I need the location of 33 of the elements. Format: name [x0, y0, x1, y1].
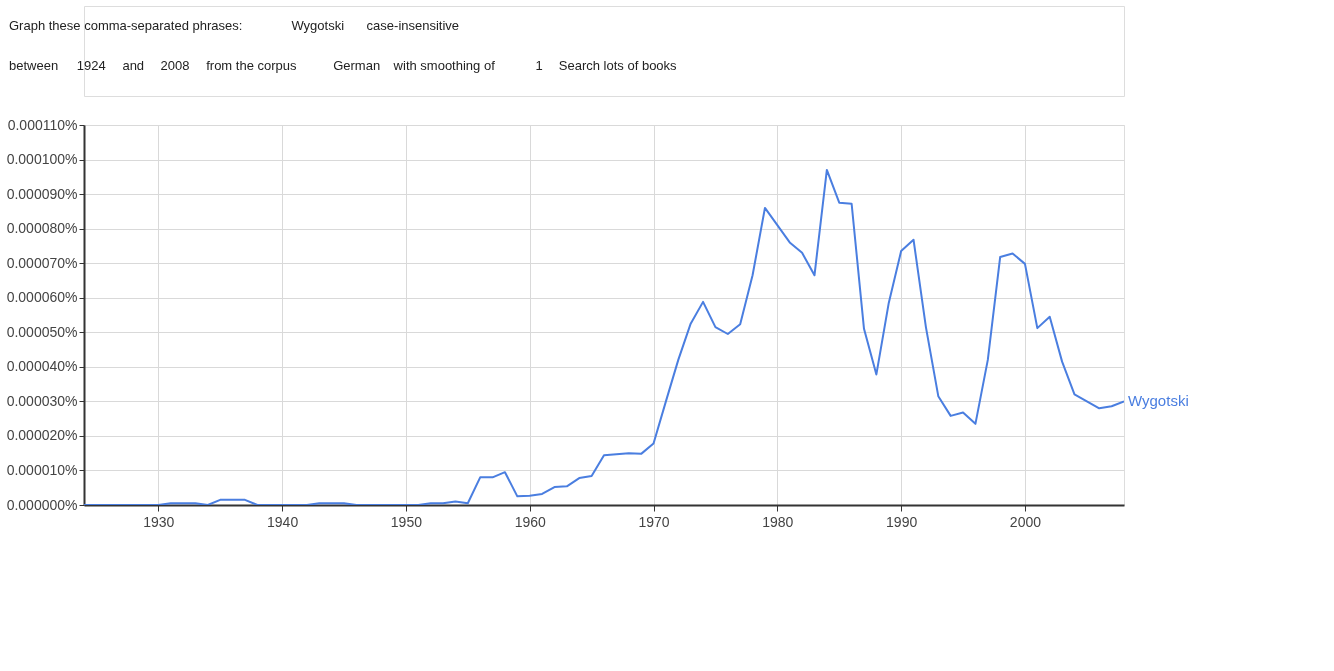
- x-tick-label: 1980: [762, 513, 794, 530]
- x-tick-label: 1950: [390, 513, 423, 530]
- x-tick-label: 1930: [143, 513, 175, 530]
- text: with smoothing of: [392, 58, 496, 73]
- y-tick-label: 0.000040%: [6, 358, 78, 375]
- text: German: [333, 58, 381, 73]
- y-tick-label: 0.000080%: [6, 220, 78, 237]
- y-tick-label: 0.000050%: [6, 323, 78, 340]
- text: case-insensitive: [366, 18, 460, 33]
- text: Graph these comma-separated phrases:: [9, 18, 243, 33]
- y-tick-label: 0.000110%: [7, 116, 78, 133]
- x-tick-label: 2000: [1009, 513, 1042, 530]
- y-tick-label: 0.000030%: [6, 392, 78, 409]
- x-tick-label: 1990: [886, 513, 918, 530]
- text: Search lots of books: [558, 58, 678, 73]
- text: 2008: [160, 58, 190, 73]
- text: 1924: [76, 58, 106, 73]
- y-tick-label: 0.000100%: [6, 151, 78, 168]
- text: from the corpus: [206, 58, 298, 73]
- series-label: Wygotski: [1128, 392, 1189, 410]
- y-tick-label: 0.000090%: [6, 185, 78, 202]
- y-tick-label: 0.000000%: [6, 496, 78, 513]
- text: Wygotski: [291, 18, 345, 33]
- y-tick-label: 0.000020%: [6, 427, 78, 444]
- y-tick-label: 0.000060%: [6, 289, 78, 306]
- y-tick-label: 0.000070%: [6, 254, 78, 271]
- x-tick-label: 1960: [514, 513, 546, 530]
- y-tick-label: 0.000010%: [6, 461, 78, 478]
- x-tick-label: 1970: [638, 513, 670, 530]
- text: 1: [535, 58, 543, 73]
- text: and: [122, 58, 145, 73]
- text: between: [9, 58, 59, 73]
- x-tick-label: 1940: [267, 513, 299, 530]
